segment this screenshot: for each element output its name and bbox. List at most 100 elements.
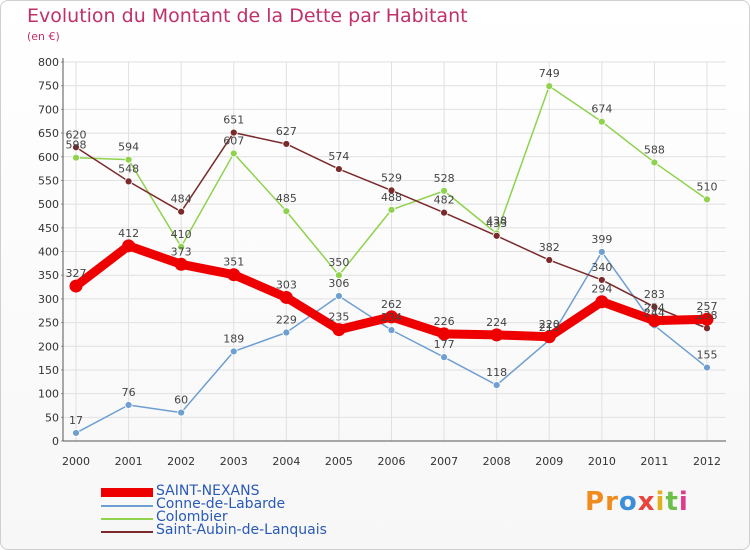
data-point <box>440 186 448 195</box>
data-label: 220 <box>539 318 560 331</box>
data-label: 399 <box>591 233 612 246</box>
x-tick-label: 2000 <box>62 455 90 468</box>
x-tick-label: 2008 <box>483 455 511 468</box>
data-point <box>650 158 659 167</box>
y-tick-label: 700 <box>38 103 59 116</box>
x-tick-label: 2012 <box>693 455 721 468</box>
data-label: 294 <box>591 283 612 296</box>
data-point <box>227 268 241 282</box>
brand-letter: i <box>678 487 689 517</box>
data-label: 262 <box>381 298 402 311</box>
data-point <box>124 155 133 164</box>
legend-swatch <box>101 518 153 520</box>
data-label: 382 <box>539 241 560 254</box>
y-tick-label: 100 <box>38 388 59 401</box>
y-tick-label: 50 <box>45 411 59 424</box>
x-tick-label: 2007 <box>430 455 458 468</box>
data-label: 620 <box>66 128 87 141</box>
data-point <box>282 207 291 216</box>
y-tick-label: 600 <box>38 151 59 164</box>
x-tick-label: 2009 <box>535 455 563 468</box>
data-point <box>124 177 133 186</box>
data-point <box>703 195 711 204</box>
data-label: 118 <box>486 366 507 379</box>
brand-letter: t <box>665 487 679 517</box>
data-point <box>335 165 343 173</box>
y-tick-label: 650 <box>38 127 59 140</box>
data-point <box>700 312 714 326</box>
data-point <box>229 128 238 137</box>
data-point <box>72 153 80 162</box>
y-tick-label: 400 <box>38 246 59 259</box>
data-label: 306 <box>328 277 349 290</box>
data-point <box>69 279 83 293</box>
data-label: 548 <box>118 162 139 175</box>
y-tick-label: 150 <box>38 364 59 377</box>
data-point <box>229 347 238 356</box>
x-tick-label: 2001 <box>115 455 143 468</box>
y-tick-label: 0 <box>52 435 59 448</box>
data-point <box>597 276 606 284</box>
data-label: 749 <box>539 67 560 80</box>
data-label: 651 <box>223 114 244 127</box>
data-point <box>437 327 451 341</box>
data-point <box>490 328 504 342</box>
y-tick-label: 200 <box>38 340 59 353</box>
data-label: 60 <box>174 394 188 407</box>
data-point <box>122 239 136 253</box>
brand-logo: Proxiti <box>585 487 689 517</box>
data-label: 177 <box>434 338 455 351</box>
legend-label: Saint-Aubin-de-Lanquais <box>156 522 327 538</box>
data-label: 528 <box>434 172 455 185</box>
data-label: 254 <box>644 302 665 315</box>
legend-swatch <box>101 531 153 533</box>
data-label: 433 <box>486 217 507 230</box>
data-label: 155 <box>697 349 718 362</box>
data-label: 484 <box>171 193 192 206</box>
chart-subtitle: (en €) <box>27 30 60 43</box>
data-point <box>492 231 501 240</box>
data-label: 607 <box>223 134 244 147</box>
data-point <box>597 248 606 256</box>
legend-swatch <box>101 488 153 497</box>
data-label: 485 <box>276 192 297 205</box>
data-point <box>597 117 606 126</box>
data-point <box>332 323 346 337</box>
data-point <box>545 256 554 264</box>
data-label: 438 <box>486 214 507 227</box>
data-point <box>177 207 186 216</box>
x-tick-label: 2002 <box>167 455 195 468</box>
data-label: 350 <box>328 256 349 269</box>
line-chart: 0 50 100 150 200 250 300 350 400 450 500 550 600 650 7… <box>38 56 726 468</box>
data-label: 226 <box>434 315 455 328</box>
data-label: 303 <box>276 278 297 291</box>
data-label: 488 <box>381 191 402 204</box>
data-label: 327 <box>66 267 87 280</box>
legend-swatch <box>101 505 153 507</box>
data-point <box>335 271 343 280</box>
data-label: 598 <box>66 139 87 152</box>
data-point <box>440 208 448 217</box>
data-point <box>177 408 186 417</box>
data-point <box>124 401 133 409</box>
data-label: 224 <box>486 316 507 329</box>
y-tick-label: 250 <box>38 317 59 330</box>
chart-title: Evolution du Montant de la Dette par Hab… <box>27 5 468 27</box>
data-point <box>542 330 556 344</box>
data-point <box>650 303 659 311</box>
data-label: 340 <box>591 261 612 274</box>
data-point <box>545 82 554 91</box>
data-label: 238 <box>697 309 718 322</box>
y-tick-label: 300 <box>38 293 59 306</box>
data-label: 482 <box>434 194 455 207</box>
data-point <box>279 290 293 304</box>
data-label: 235 <box>328 311 349 324</box>
data-point <box>440 353 448 362</box>
data-point <box>335 292 343 300</box>
data-label: 244 <box>644 306 665 319</box>
data-point <box>387 326 396 335</box>
data-point <box>647 314 661 328</box>
brand-letter: x <box>637 487 656 517</box>
data-label: 213 <box>539 321 560 334</box>
data-label: 351 <box>223 256 244 269</box>
